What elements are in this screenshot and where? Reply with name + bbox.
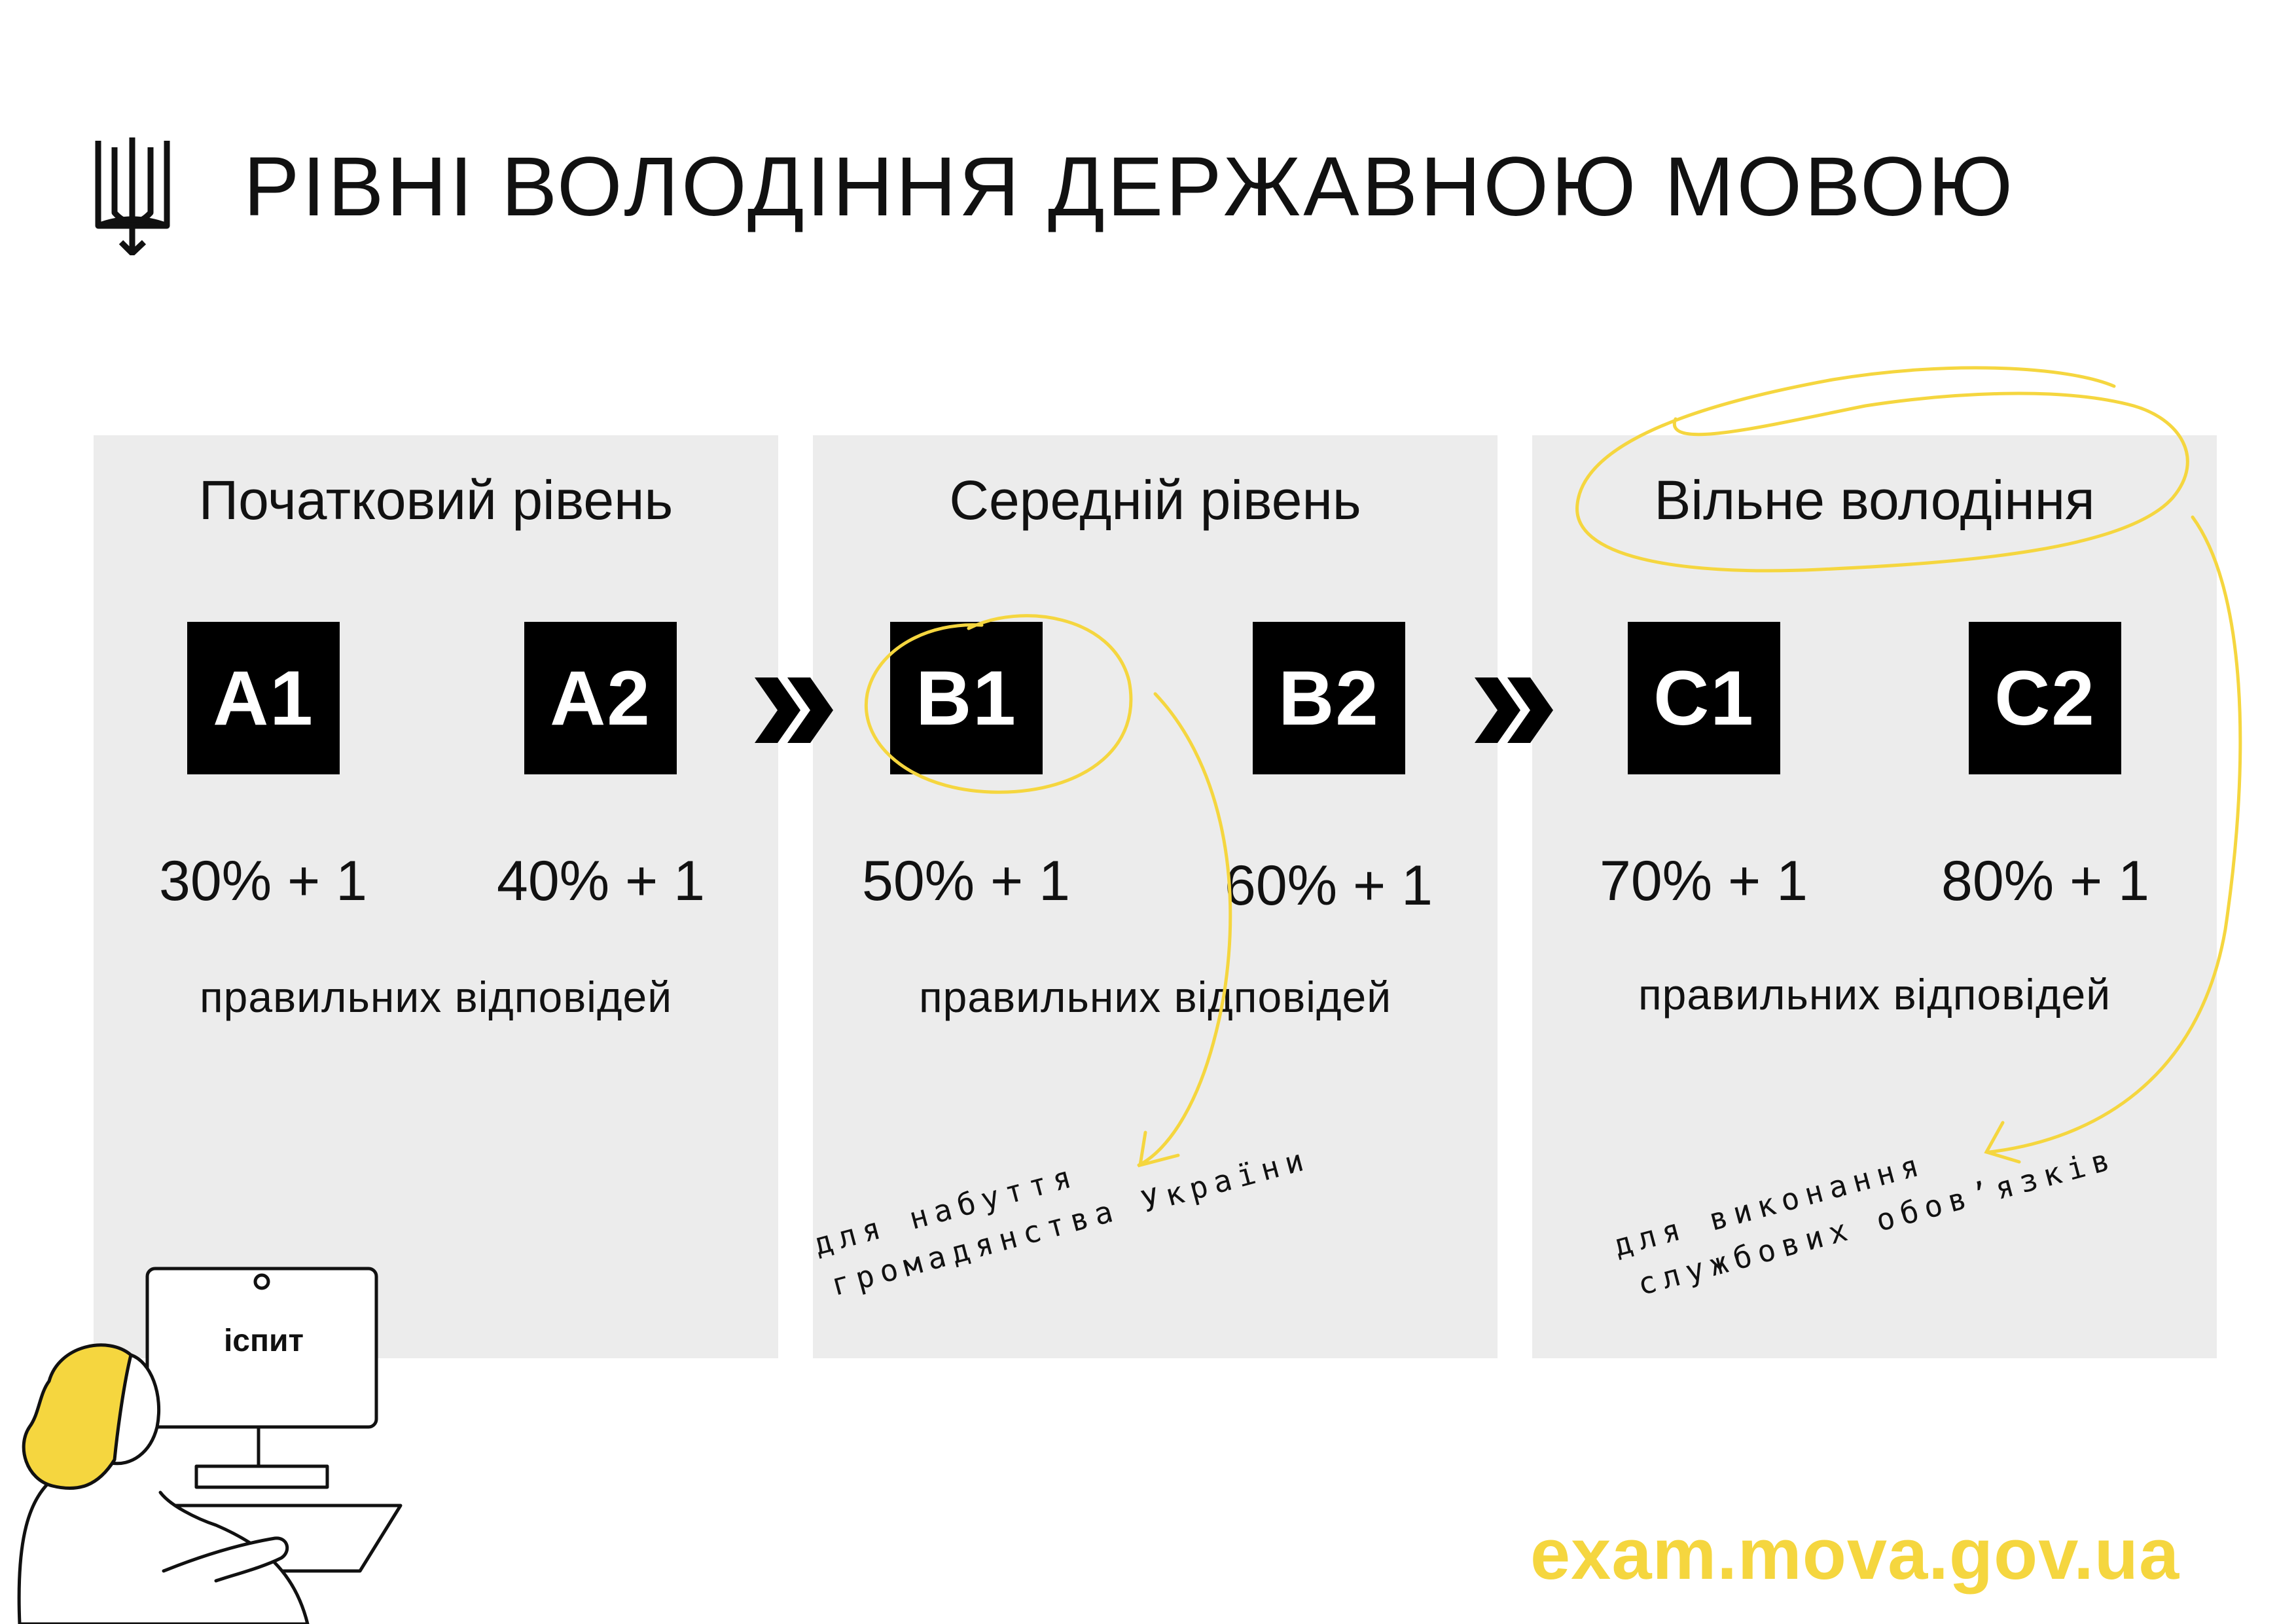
chevron-right-icon [1475,677,1553,743]
chevron-right-icon [755,677,833,743]
level-badge-a1: A1 [187,622,340,774]
caption-fluent: правильних відповідей [1638,970,2111,1019]
b1-arrow [1137,692,1232,1167]
panel-fluent [1532,435,2217,1358]
level-badge-c2: C2 [1969,622,2121,774]
caption-beginner: правильних відповідей [199,973,673,1021]
level-badge-c1: C1 [1628,622,1780,774]
panel-title-fluent: Вільне володіння [1654,469,2095,531]
score-a1: 30% + 1 [159,850,367,912]
fluent-arrow [1988,515,2242,1154]
score-b2: 60% + 1 [1225,854,1433,917]
level-badge-b1: B1 [890,622,1043,774]
panel-beginner [94,435,778,1358]
score-b1: 50% + 1 [862,850,1070,912]
screen-label: іспит [223,1324,304,1358]
b1-highlight-circle [864,614,1133,794]
score-c2: 80% + 1 [1941,850,2149,912]
score-a2: 40% + 1 [497,850,705,912]
page-title: РІВНІ ВОЛОДІННЯ ДЕРЖАВНОЮ МОВОЮ [243,140,2015,234]
footer-url[interactable]: exam.mova.gov.ua [1530,1514,2180,1595]
monitor-icon [145,1267,378,1429]
level-badge-a2: A2 [524,622,677,774]
trident-icon [95,137,170,255]
fluent-highlight-ellipse [1575,366,2189,573]
exam-illustration [17,1267,403,1624]
caption-intermediate: правильних відповідей [918,973,1392,1021]
hair-icon [22,1343,133,1490]
panel-title-intermediate: Середній рівень [949,469,1361,531]
score-c1: 70% + 1 [1600,850,1808,912]
level-badge-b2: B2 [1253,622,1405,774]
panel-intermediate [813,435,1498,1358]
panel-title-beginner: Початковий рівень [198,469,673,531]
